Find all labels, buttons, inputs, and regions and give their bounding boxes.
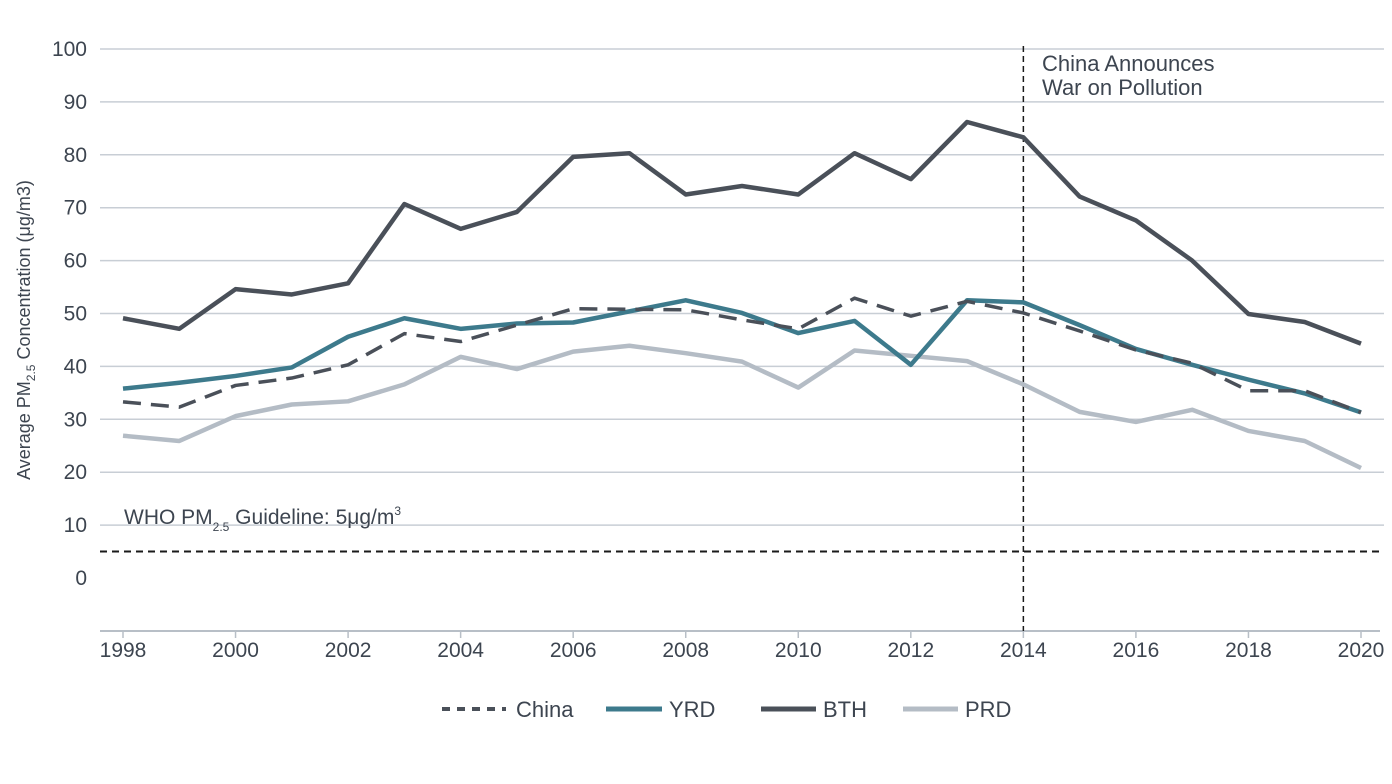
y-tick-label: 80 (64, 144, 87, 167)
x-tick-label: 2016 (1113, 639, 1160, 662)
series-line-yrd (122, 298, 1362, 415)
x-tick-label: 2012 (887, 639, 934, 662)
series-line-bth (122, 119, 1362, 346)
event-label-line2: War on Pollution (1042, 75, 1203, 100)
series-lines (122, 119, 1362, 470)
x-tick-label: 1998 (100, 639, 147, 662)
legend-item-china: China (442, 697, 574, 722)
x-tick-label: 2018 (1225, 639, 1272, 662)
series-line-china (122, 296, 1362, 415)
x-tick-label: 2008 (662, 639, 709, 662)
x-axis-ticks: 1998 2000 2002 2004 2006 2008 2010 2012 2014 2016… (100, 631, 1385, 662)
legend-item-bth: BTH (761, 697, 867, 722)
who-guideline-label: WHO PM2.5 Guideline: 5μg/m3 (124, 504, 401, 534)
legend-label-bth: BTH (823, 697, 867, 722)
legend-label-prd: PRD (965, 697, 1011, 722)
x-tick-label: 2000 (212, 639, 259, 662)
y-tick-label: 30 (64, 408, 87, 431)
event-label-line1: China Announces (1042, 51, 1214, 76)
legend: China YRD BTH PRD (442, 697, 1011, 722)
y-tick-label: 0 (75, 567, 87, 590)
x-tick-label: 2014 (1000, 639, 1047, 662)
y-tick-label: 60 (64, 250, 87, 273)
legend-label-china: China (516, 697, 574, 722)
legend-item-yrd: YRD (606, 697, 715, 722)
legend-label-yrd: YRD (669, 697, 715, 722)
y-tick-label: 100 (52, 38, 87, 61)
series-line-prd (122, 343, 1362, 470)
y-tick-label: 40 (64, 355, 87, 378)
x-tick-label: 2010 (775, 639, 822, 662)
y-axis-ticks: 0 10 20 30 40 50 60 70 80 90 100 (52, 38, 87, 590)
y-tick-label: 90 (64, 91, 87, 114)
legend-item-prd: PRD (903, 697, 1011, 722)
y-tick-label: 50 (64, 303, 87, 326)
x-tick-label: 2002 (325, 639, 372, 662)
x-tick-label: 2004 (437, 639, 484, 662)
gridlines (100, 48, 1384, 526)
x-tick-label: 2006 (550, 639, 597, 662)
y-tick-label: 10 (64, 514, 87, 537)
y-axis-label: Average PM2.5 Concentration (μg/m3) (14, 180, 38, 480)
y-tick-label: 20 (64, 461, 87, 484)
x-tick-label: 2020 (1338, 639, 1385, 662)
y-tick-label: 70 (64, 197, 87, 220)
